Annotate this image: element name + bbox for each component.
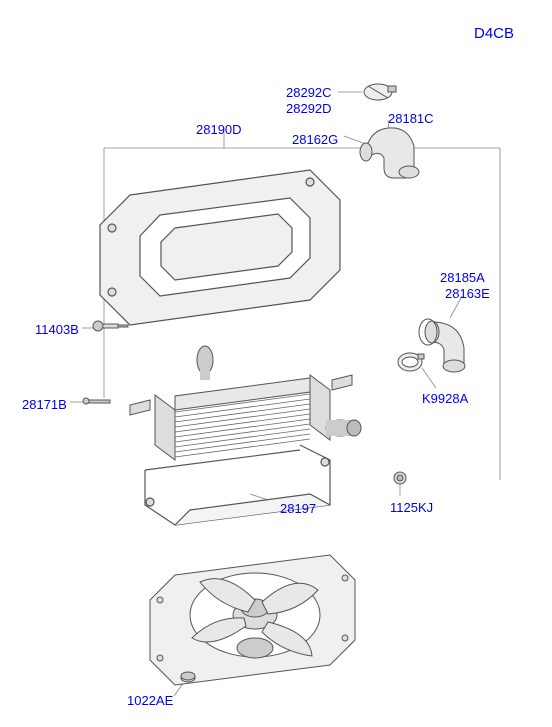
fan-assembly — [150, 555, 355, 685]
bolt-1125kj — [394, 472, 406, 484]
pin-28171b — [83, 398, 110, 404]
parts-diagram — [0, 0, 552, 727]
upper-hose — [360, 128, 419, 178]
label-11403b[interactable]: 11403B — [35, 322, 79, 337]
top-cover — [100, 170, 340, 325]
label-1125kj[interactable]: 1125KJ — [390, 500, 433, 515]
clamp-k9928a — [398, 353, 424, 371]
elbow-hose — [425, 321, 465, 372]
label-28185a[interactable]: 28185A — [440, 270, 485, 285]
label-28181c[interactable]: 28181C — [388, 111, 434, 126]
label-28163e[interactable]: 28163E — [445, 286, 490, 301]
label-28190d[interactable]: 28190D — [196, 122, 242, 137]
nut-1022ae — [181, 672, 195, 682]
label-1022ae[interactable]: 1022AE — [127, 693, 173, 708]
label-28197[interactable]: 28197 — [280, 501, 316, 516]
label-28292c[interactable]: 28292C — [286, 85, 332, 100]
label-k9928a[interactable]: K9928A — [422, 391, 468, 406]
label-28171b[interactable]: 28171B — [22, 397, 67, 412]
intercooler-core — [130, 346, 361, 460]
bolt-11403b — [93, 321, 128, 331]
label-28292d[interactable]: 28292D — [286, 101, 332, 116]
label-28162g[interactable]: 28162G — [292, 132, 338, 147]
hose-clamp-top — [364, 84, 396, 100]
